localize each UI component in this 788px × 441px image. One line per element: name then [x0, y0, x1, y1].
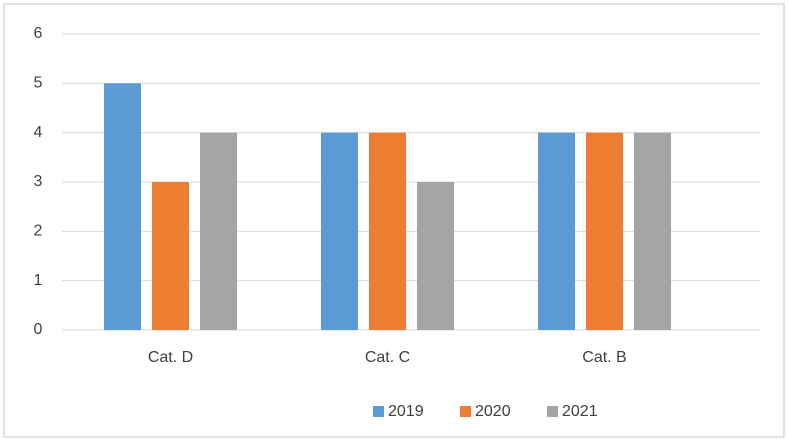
x-tick-label: Cat. D: [148, 349, 193, 366]
x-tick-label: Cat. B: [582, 349, 626, 366]
bar: [104, 83, 141, 330]
bar: [586, 132, 623, 330]
bar: [152, 182, 189, 330]
y-tick-label: 5: [34, 75, 43, 92]
bar: [200, 132, 237, 330]
y-tick-label: 6: [34, 25, 43, 42]
bar: [321, 132, 358, 330]
x-tick-label: Cat. C: [365, 349, 410, 366]
bar: [634, 132, 671, 330]
legend-swatch: [460, 406, 471, 417]
legend-swatch: [547, 406, 558, 417]
legend-label: 2019: [388, 403, 424, 420]
y-tick-label: 1: [34, 272, 43, 289]
y-tick-label: 3: [34, 173, 43, 190]
y-tick-label: 2: [34, 223, 43, 240]
bar: [369, 132, 406, 330]
legend-swatch: [373, 406, 384, 417]
legend-label: 2020: [475, 403, 511, 420]
bar: [538, 132, 575, 330]
y-tick-label: 4: [34, 124, 43, 141]
legend-label: 2021: [562, 403, 598, 420]
y-tick-label: 0: [34, 321, 43, 338]
bar: [417, 182, 454, 330]
